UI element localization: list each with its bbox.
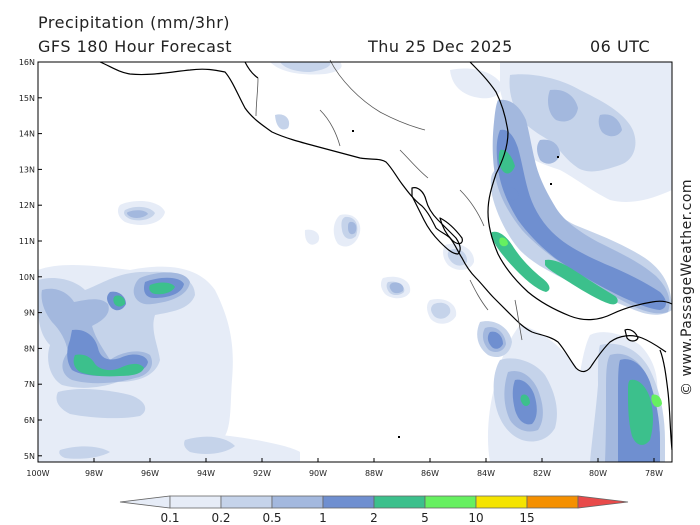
lon-tick-label: 80W (589, 469, 607, 478)
lat-tick-label: 5N (24, 452, 35, 461)
country-borders (255, 59, 523, 341)
map-frame (37, 61, 673, 463)
legend-label: 10 (468, 511, 483, 525)
legend-swatch (424, 495, 477, 509)
lat-tick-label: 8N (24, 344, 35, 353)
legend-swatch (526, 495, 579, 509)
longitude-axis: 100W 98W 96W 94W 92W 90W 88W 86W 84W 82W 80W 78W (26, 458, 663, 478)
lat-tick-label: 7N (24, 380, 35, 389)
lat-tick-label: 15N (19, 94, 35, 103)
legend-swatch (373, 495, 426, 509)
lat-tick-label: 9N (24, 309, 35, 318)
lon-tick-label: 98W (85, 469, 103, 478)
lat-tick-label: 14N (19, 130, 35, 139)
legend-label: 15 (519, 511, 534, 525)
lon-tick-label: 96W (141, 469, 159, 478)
legend-swatch (169, 495, 222, 509)
lon-tick-label: 84W (477, 469, 495, 478)
legend-swatch (322, 495, 375, 509)
lon-tick-label: 94W (197, 469, 215, 478)
forecast-model: GFS 180 Hour Forecast (38, 37, 233, 56)
lat-tick-label: 12N (19, 201, 35, 210)
credit-text: © www.PassageWeather.com (679, 178, 695, 396)
islands (352, 130, 559, 438)
legend-swatch (475, 495, 528, 509)
lon-tick-label: 100W (26, 469, 49, 478)
legend-label: 5 (421, 511, 429, 525)
lat-tick-label: 10N (19, 273, 35, 282)
legend-label: 0.5 (262, 511, 281, 525)
precipitation-fields (38, 62, 672, 462)
lon-tick-label: 90W (309, 469, 327, 478)
coastlines (99, 61, 673, 451)
precip-band-teal (73, 149, 653, 445)
lat-tick-label: 6N (24, 416, 35, 425)
latitude-axis: 16N 15N 14N 13N 12N 11N 10N 9N 8N 7N 6N 5N (19, 58, 42, 461)
forecast-time: 06 UTC (590, 37, 651, 56)
map-title: Precipitation (mm/3hr) (38, 13, 231, 32)
legend-label: 0.2 (211, 511, 230, 525)
lon-tick-label: 86W (421, 469, 439, 478)
precip-band-green (499, 237, 662, 407)
precipitation-legend: 0.1 0.2 0.5 1 2 5 10 15 (119, 495, 629, 525)
lat-tick-label: 13N (19, 165, 35, 174)
legend-swatch (271, 495, 324, 509)
lon-tick-label: 92W (253, 469, 271, 478)
lon-tick-label: 88W (365, 469, 383, 478)
legend-swatch (220, 495, 273, 509)
lat-tick-label: 16N (19, 58, 35, 67)
legend-arrow-left (119, 495, 171, 509)
legend-arrow-right (577, 495, 629, 509)
lon-tick-label: 78W (645, 469, 663, 478)
forecast-date: Thu 25 Dec 2025 (368, 37, 513, 56)
legend-label: 1 (319, 511, 327, 525)
legend-label: 2 (370, 511, 378, 525)
lon-tick-label: 82W (533, 469, 551, 478)
legend-label: 0.1 (160, 511, 179, 525)
lat-tick-label: 11N (19, 237, 35, 246)
